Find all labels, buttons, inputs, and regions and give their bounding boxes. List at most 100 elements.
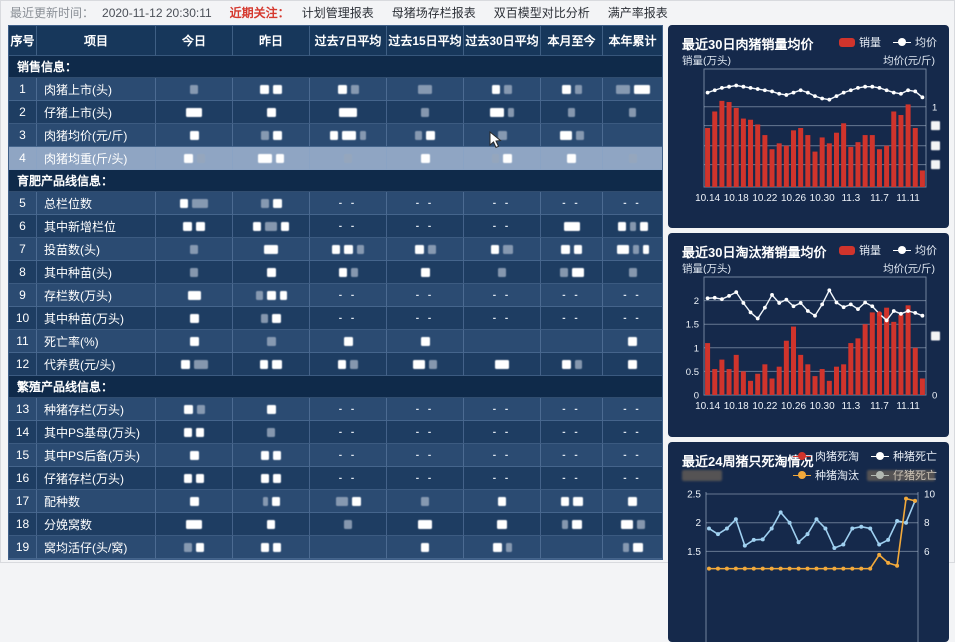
redacted-value-block [632,542,643,552]
row-number: 18 [9,513,37,536]
table-row[interactable]: 7 投苗数(头) [9,238,662,261]
no-data-dash: - - [562,197,581,209]
data-cell [156,421,233,444]
legend-item[interactable]: 销量 [839,242,881,258]
multi-line-chart: 2.5 10 2 8 1.5 6 [687,490,936,642]
table-row[interactable]: 18 分娩窝数 [9,513,662,536]
table-row[interactable]: 19 窝均活仔(头/窝) [9,536,662,559]
redacted-value-block [189,313,199,323]
data-cell [541,513,603,536]
topbar-menu-item[interactable]: 满产率报表 [607,6,668,20]
redacted-value-block [616,244,629,254]
no-data-dash: - - [415,403,435,415]
table-row[interactable]: 15 其中PS后备(万头) - - - - - - - - - - [9,444,662,467]
row-number: 1 [9,78,37,101]
data-cell [464,78,541,101]
redacted-value-block [350,84,359,94]
svg-text:10.14: 10.14 [695,401,720,412]
redacted-value-block [332,244,340,254]
data-cell [541,330,603,353]
data-cell [156,444,233,467]
row-label: 仔猪存栏(万头) [37,467,156,490]
redacted-value-block [180,359,190,369]
redacted-value-block [622,542,629,552]
redacted-value-block [561,84,571,94]
redacted-value-block [505,542,512,552]
table-row[interactable]: 4 肉猪均重(斤/头) [9,147,662,170]
legend-item[interactable]: 肉猪死淘 [793,448,859,464]
data-cell [310,490,387,513]
redacted-value-block [421,496,429,506]
table-row[interactable]: 11 死亡率(%) [9,330,662,353]
redacted-value-block [620,519,633,529]
data-cell: - - [387,284,464,307]
redacted-value-block [498,496,506,506]
data-cell [156,490,233,513]
redacted-value-block [568,107,575,117]
topbar-menu-item[interactable]: 双百模型对比分析 [493,6,590,20]
legend-item[interactable]: 均价 [893,242,937,258]
redacted-value-block [567,153,576,163]
svg-text:10.18: 10.18 [724,401,749,412]
table-row[interactable]: 9 存栏数(万头) - - - - - - - - - - [9,284,662,307]
data-cell: - - [603,444,662,467]
data-cell [233,444,310,467]
redacted-value-block [633,84,650,94]
column-header: 过去15日平均 [387,26,464,56]
topbar-menu-item[interactable]: 计划管理报表 [301,6,374,20]
table-row[interactable]: 14 其中PS基母(万头) - - - - - - - - - - [9,421,662,444]
topbar-menu-item[interactable]: 母猪场存栏报表 [391,6,476,20]
no-data-dash: - - [562,449,581,461]
no-data-dash: - - [338,289,358,301]
table-row[interactable]: 17 配种数 [9,490,662,513]
table-row[interactable]: 3 肉猪均价(元/斤) [9,124,662,147]
data-cell [156,124,233,147]
data-cell [310,124,387,147]
redacted-value-block [281,221,289,231]
table-row[interactable]: 1 肉猪上市(头) [9,78,662,101]
svg-text:0.5: 0.5 [686,367,699,378]
row-label: 其中种苗(万头) [37,307,156,330]
redacted-value-block [427,244,436,254]
legend-item[interactable]: 种猪死亡 [871,448,937,464]
table-row[interactable]: 6 其中新增栏位 - - - - - - [9,215,662,238]
data-cell [233,307,310,330]
legend-label: 种猪死亡 [893,451,937,463]
table-row[interactable]: 5 总栏位数 - - - - - - - - - - [9,192,662,215]
data-cell: - - [541,398,603,421]
no-data-dash: - - [562,289,581,301]
data-cell: - - [387,444,464,467]
table-row[interactable]: 16 仔猪存栏(万头) - - - - - - - - - - [9,467,662,490]
redacted-value-block [559,267,568,277]
redacted-value-block [629,107,636,117]
data-cell [541,238,603,261]
redacted-value-block [266,267,276,277]
no-data-dash: - - [562,472,581,484]
data-cell [541,261,603,284]
redacted-value-block [271,496,280,506]
chart-panel-weekly-death: 最近24周猪只死淘情况 肉猪死淘 种猪死亡 种猪淘汰 仔猪死亡 2.5 10 2 8 1.5 6 [668,442,949,642]
data-cell [233,490,310,513]
redacted-value-block [414,244,424,254]
legend-item[interactable]: 仔猪死亡 [871,467,937,483]
redacted-value-block [350,359,358,369]
data-cell [156,261,233,284]
table-row[interactable]: 2 仔猪上市(头) [9,101,662,124]
legend-item[interactable]: 销量 [839,34,881,50]
redacted-value-block [260,198,269,208]
table-row[interactable]: 10 其中种苗(万头) - - - - - - - - - - [9,307,662,330]
redacted-value-block [260,84,269,94]
table-row[interactable]: 12 代养费(元/头) [9,353,662,376]
redacted-value-block [492,153,499,163]
table-row[interactable]: 13 种猪存栏(万头) - - - - - - - - - - [9,398,662,421]
row-number: 4 [9,147,37,170]
recent-focus-label: 近期关注： [229,6,290,20]
legend-label: 均价 [915,37,937,49]
data-cell [233,215,310,238]
table-row[interactable]: 8 其中种苗(头) [9,261,662,284]
data-cell [233,467,310,490]
legend-item[interactable]: 种猪淘汰 [793,467,859,483]
legend-item[interactable]: 均价 [893,34,937,50]
redacted-value-block [503,153,512,163]
svg-text:10.30: 10.30 [810,401,835,412]
